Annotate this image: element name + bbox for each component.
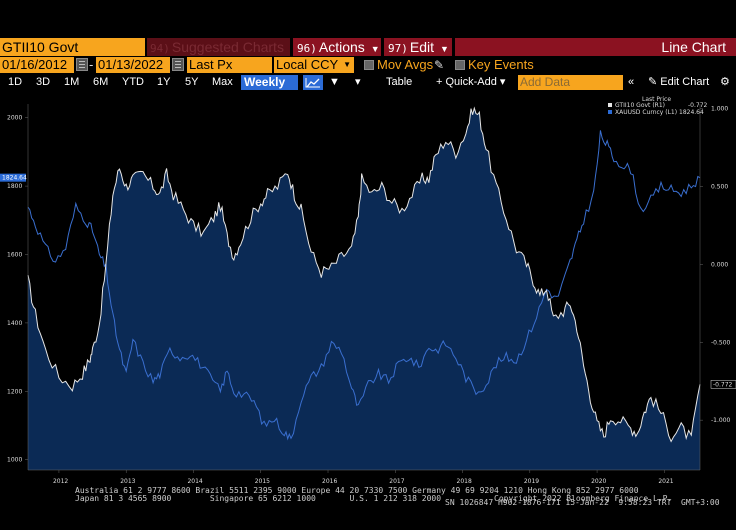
- left-tick-label: 1600: [7, 252, 22, 259]
- calendar-icon[interactable]: [76, 58, 88, 71]
- range-3d[interactable]: 3D: [36, 76, 51, 88]
- x-tick-label: 2016: [322, 478, 337, 485]
- x-axis-ticks: 2012 2013 2014 2015 2016 2017 2018 2019 2020 2021: [53, 470, 674, 485]
- right-tick-label: 0.000: [711, 261, 728, 268]
- series-lines: [27, 106, 701, 443]
- table-button[interactable]: Table: [386, 76, 413, 88]
- area-fill-group: [28, 108, 700, 470]
- footer-line-2: Japan 81 3 4565 8900 Singapore 65 6212 1…: [75, 494, 673, 503]
- right-marker-value: -0.772: [713, 381, 733, 388]
- pencil-icon[interactable]: ✎: [434, 58, 445, 72]
- left-tick-label: 1200: [7, 388, 22, 395]
- line-chart[interactable]: 2012 2013 2014 2015 2016 2017 2018 2019 2020 2021…: [0, 92, 736, 487]
- actions-menu[interactable]: 96) Actions ▼: [293, 38, 381, 56]
- left-last-value-marker: 1824.64: [0, 173, 27, 182]
- period-select[interactable]: Weekly ▼: [241, 75, 298, 104]
- edit-label: Edit: [409, 39, 434, 55]
- edit-chart-label: Edit Chart: [660, 76, 710, 88]
- currency-label: Local CCY: [276, 57, 339, 72]
- key-events-label: Key Events: [468, 57, 534, 72]
- chevron-down-icon: ▼: [440, 44, 449, 54]
- left-tick-label: 1000: [7, 457, 22, 464]
- series-line-gtii10: [27, 106, 701, 443]
- edit-number: 97): [388, 42, 408, 55]
- footer-serial: SN 1026847 H902-1876-171 15-Jan-22 9:58:…: [445, 498, 720, 507]
- right-axis-ticks: 1.000 0.500 0.000 -0.500 -1.000: [700, 106, 731, 424]
- legend-swatch-blue: [608, 110, 612, 114]
- left-tick-label: 1400: [7, 320, 22, 327]
- start-date-input[interactable]: 01/16/2012: [0, 57, 74, 73]
- edit-chart-button[interactable]: ✎ Edit Chart: [648, 76, 710, 88]
- view-title: Line Chart: [455, 38, 736, 56]
- collapse-icon[interactable]: «: [628, 76, 635, 88]
- add-data-input[interactable]: Add Data: [518, 75, 623, 90]
- legend-blue-label: XAUUSD Curncy (L1) 1824.64: [615, 109, 704, 116]
- x-tick-label: 2021: [658, 478, 673, 485]
- x-tick-label: 2020: [591, 478, 606, 485]
- x-tick-label: 2017: [389, 478, 404, 485]
- suggested-charts-number: 94): [150, 42, 170, 55]
- right-tick-label: 1.000: [711, 106, 728, 113]
- range-1d[interactable]: 1D: [8, 76, 23, 88]
- legend-header: Last Price: [642, 96, 671, 103]
- footer-contacts: Australia 61 2 9777 8600 Brazil 5511 239…: [75, 487, 672, 503]
- line-chart-icon[interactable]: [303, 75, 323, 90]
- mov-avgs-label: Mov Avgs: [377, 57, 434, 72]
- currency-select[interactable]: Local CCY ▼: [274, 57, 354, 73]
- range-1y[interactable]: 1Y: [157, 76, 171, 88]
- chart-type-dropdown[interactable]: ▼: [329, 76, 340, 88]
- left-tick-label: 1800: [7, 183, 22, 190]
- end-date-input[interactable]: 01/13/2022: [96, 57, 170, 73]
- range-max[interactable]: Max: [212, 76, 233, 88]
- chevron-down-icon: ▼: [370, 44, 380, 54]
- chevron-down-icon: ▼: [343, 60, 351, 69]
- right-tick-label: 0.500: [711, 184, 728, 191]
- x-tick-label: 2014: [187, 478, 202, 485]
- legend-gold-label: GTII10 Govt (R1): [615, 102, 665, 109]
- ticker-input[interactable]: GTII10 Govt: [0, 38, 145, 56]
- period-label: Weekly: [244, 75, 286, 89]
- left-marker-value: 1824.64: [2, 175, 27, 182]
- x-tick-label: 2012: [53, 478, 68, 485]
- right-tick-label: -1.000: [711, 417, 731, 424]
- key-events-checkbox[interactable]: [455, 60, 465, 70]
- edit-menu[interactable]: 97) Edit ▼: [384, 38, 452, 56]
- x-tick-label: 2015: [255, 478, 270, 485]
- gear-icon[interactable]: ⚙: [720, 76, 730, 88]
- quick-add-label: Quick-Add: [445, 76, 497, 88]
- x-tick-label: 2019: [524, 478, 539, 485]
- right-last-value-marker: -0.772: [710, 380, 736, 389]
- footer-line-1: Australia 61 2 9777 8600 Brazil 5511 239…: [75, 486, 639, 495]
- left-marker-badge: [0, 173, 26, 182]
- chevron-down-icon[interactable]: ▾: [355, 76, 361, 88]
- calendar-icon[interactable]: [172, 58, 184, 71]
- legend-gold-value: -0.772: [688, 102, 708, 109]
- field-select[interactable]: Last Px: [187, 57, 272, 73]
- range-5y[interactable]: 5Y: [185, 76, 199, 88]
- line-chart-glyph: [305, 78, 320, 88]
- left-axis-ticks: 1000 1200 1400 1600 1800 2000: [7, 115, 28, 464]
- range-1m[interactable]: 1M: [64, 76, 80, 88]
- date-separator: -: [89, 57, 94, 72]
- right-tick-label: -0.500: [711, 339, 731, 346]
- suggested-charts-label: Suggested Charts: [171, 39, 284, 55]
- series-line-xauusd: [27, 130, 701, 441]
- actions-number: 96): [297, 42, 317, 55]
- range-6m[interactable]: 6M: [93, 76, 109, 88]
- actions-label: Actions: [318, 39, 365, 55]
- range-ytd[interactable]: YTD: [122, 76, 144, 88]
- x-tick-label: 2018: [457, 478, 472, 485]
- quick-add-button[interactable]: + Quick-Add ▾: [436, 76, 506, 88]
- x-tick-label: 2013: [120, 478, 135, 485]
- right-marker-badge: [710, 380, 736, 389]
- left-tick-label: 2000: [7, 115, 22, 122]
- legend-swatch-gold: [608, 103, 612, 107]
- gold-area-fill: [28, 108, 700, 470]
- suggested-charts-button[interactable]: 94) Suggested Charts: [147, 38, 290, 56]
- mov-avgs-checkbox[interactable]: [364, 60, 374, 70]
